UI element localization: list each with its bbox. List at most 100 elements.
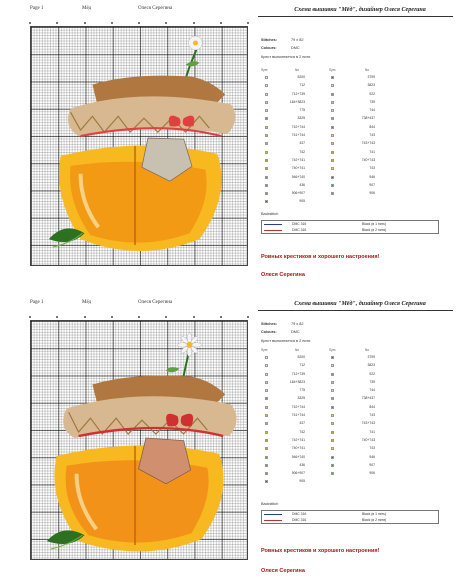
color-swatch xyxy=(265,175,268,179)
thread-number: 844 xyxy=(369,124,375,129)
grid-ruler xyxy=(29,20,249,26)
color-swatch xyxy=(265,200,268,204)
colours-label: Colours: xyxy=(261,330,277,334)
legend-row: 3325 738+437 xyxy=(261,115,451,123)
color-swatch xyxy=(331,183,334,187)
stitches-info: Stitches: 79 x 82 xyxy=(261,322,303,326)
thread-number: 712 xyxy=(299,363,305,368)
backstitch-line-sample xyxy=(264,224,282,225)
thread-number: 922 xyxy=(369,91,375,96)
legend-row: 5200 3799 xyxy=(261,74,451,82)
ruler-tick xyxy=(219,22,222,24)
pattern-author: Олеся Серегина xyxy=(138,300,173,305)
color-swatch xyxy=(331,397,334,401)
color-swatch xyxy=(331,84,334,88)
thread-number: 5200 xyxy=(297,75,305,79)
thread-number: 744 xyxy=(369,388,375,393)
legend-row: 436 907 xyxy=(261,462,451,470)
jar-tag xyxy=(138,437,192,485)
legend-row: 946+740 946 xyxy=(261,454,451,462)
wish-text: Ровных крестиков и хорошего настроения! xyxy=(261,254,380,260)
legend-row: 164+3823 739 xyxy=(261,379,451,387)
backstitch-code: DMC 316 xyxy=(292,512,307,516)
stitches-value: 79 x 82 xyxy=(291,38,304,42)
color-swatch xyxy=(331,150,334,154)
thread-number: 437 xyxy=(299,421,305,426)
ruler-tick xyxy=(192,22,195,24)
thread-number: 3325 xyxy=(297,396,305,401)
legend-row: 742+744 844 xyxy=(261,124,451,132)
thread-number: 946+740 xyxy=(291,454,305,459)
color-swatch xyxy=(265,167,268,171)
color-swatch xyxy=(331,134,334,138)
thread-number: 905 xyxy=(299,199,305,204)
thread-number: 436 xyxy=(299,462,305,467)
thread-number: 844 xyxy=(369,404,375,409)
legend-row: 740+741 743 xyxy=(261,445,451,453)
thread-legend: Sym No Sym No 5200 3799 712 3823 712+739 922 1… xyxy=(261,348,451,487)
ruler-tick xyxy=(165,22,168,24)
thread-number: 738+437 xyxy=(361,396,375,401)
thread-number: 739 xyxy=(369,99,375,104)
ruler-tick xyxy=(29,316,31,318)
stitches-value: 79 x 82 xyxy=(291,322,304,326)
honey-jar-image xyxy=(48,35,236,252)
color-swatch xyxy=(331,364,334,368)
legend-row: 905 xyxy=(261,478,451,486)
legend-row: 946+740 946 xyxy=(261,174,451,182)
color-swatch xyxy=(265,397,268,401)
color-swatch xyxy=(265,117,268,121)
backstitch-row: DMC 316 Black (в 1 нить) xyxy=(264,222,436,227)
colours-value: DMC xyxy=(291,330,300,334)
stitch-grid xyxy=(30,26,248,266)
color-swatch xyxy=(265,480,268,484)
legend-header-sym: Sym xyxy=(329,348,336,352)
legend-row: 3325 738+437 xyxy=(261,395,451,403)
color-swatch xyxy=(331,158,334,162)
legend-row: 436 907 xyxy=(261,182,451,190)
color-swatch xyxy=(265,455,268,459)
color-swatch xyxy=(331,389,334,393)
legend-row: 741+744 743 xyxy=(261,412,451,420)
thread-number: 744 xyxy=(369,108,375,113)
color-swatch xyxy=(331,356,334,359)
stitch-note: Крест выполняется в 2 нити xyxy=(261,339,311,343)
thread-number: 775 xyxy=(299,388,305,393)
backstitch-label: Backstitch xyxy=(261,502,279,506)
legend-header-no: No xyxy=(365,68,370,72)
color-swatch xyxy=(265,364,268,368)
honey-jar-image xyxy=(46,332,237,552)
thread-number: 906 xyxy=(369,191,375,196)
color-swatch xyxy=(331,117,334,121)
ruler-tick xyxy=(83,22,86,24)
legend-row: 742+741 740+743 xyxy=(261,157,451,165)
thread-number: 742+741 xyxy=(291,157,305,162)
thread-number: 906 xyxy=(369,471,375,476)
colours-label: Colours: xyxy=(261,46,277,50)
legend-row: 775 744 xyxy=(261,107,451,115)
color-swatch xyxy=(331,405,334,409)
legend-header: Sym No Sym No xyxy=(261,68,451,74)
backstitch-label: Backstitch xyxy=(261,212,279,216)
thread-number: 3823 xyxy=(367,83,375,88)
color-swatch xyxy=(265,430,268,434)
pattern-sheet-1: Page 1 Мёд Олеся Серегина xyxy=(0,6,460,291)
thread-number: 738+437 xyxy=(361,116,375,121)
thread-number: 740+741 xyxy=(291,446,305,451)
legend-header-sym: Sym xyxy=(261,348,268,352)
pattern-title: Схема вышивки "Мёд", дизайнер Олеся Сере… xyxy=(294,301,426,307)
color-swatch xyxy=(265,100,268,104)
color-swatch xyxy=(265,414,268,418)
backstitch-line-sample xyxy=(264,514,282,515)
thread-number: 164+3823 xyxy=(289,379,305,384)
color-swatch xyxy=(265,422,268,426)
jar-tag xyxy=(141,137,193,182)
thread-number: 3799 xyxy=(367,75,375,79)
legend-row: 740+741 743 xyxy=(261,165,451,173)
color-swatch xyxy=(265,372,268,376)
legend-row: 742+741 740+743 xyxy=(261,437,451,445)
legend-header-no: No xyxy=(365,348,370,352)
thread-number: 946+740 xyxy=(291,174,305,179)
thread-number: 712+739 xyxy=(291,371,305,376)
legend-panel: Схема вышивки "Мёд", дизайнер Олеся Сере… xyxy=(258,6,458,291)
